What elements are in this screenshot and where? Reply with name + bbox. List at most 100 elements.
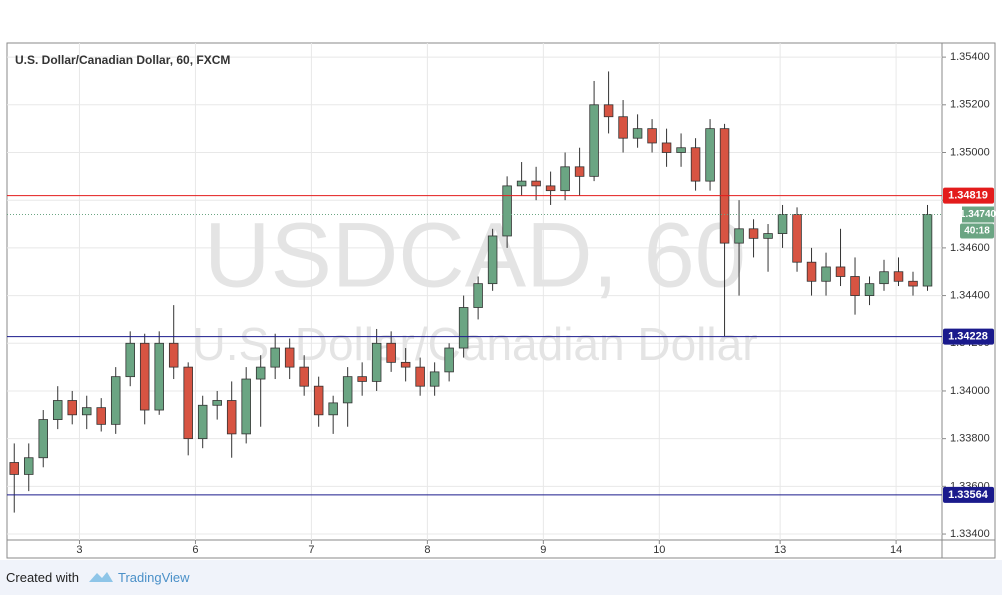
candle-body — [168, 342, 179, 368]
y-tick-label: 1.33400 — [950, 528, 990, 540]
x-tick-label: 9 — [540, 544, 546, 556]
x-tick-label: 14 — [890, 544, 902, 556]
candle-body — [96, 407, 106, 425]
logo — [89, 572, 113, 582]
candle-body — [676, 147, 686, 153]
candle-body — [139, 342, 150, 411]
candle-body — [429, 371, 440, 387]
level-label-box — [943, 486, 994, 503]
candle-body — [821, 266, 831, 282]
frame — [6, 42, 996, 559]
candle-body — [777, 214, 788, 234]
candle-body — [284, 347, 295, 368]
candle-body — [67, 400, 77, 416]
candle-body — [23, 457, 34, 475]
grid — [7, 43, 942, 540]
candle-body — [893, 271, 904, 282]
candle-body — [560, 166, 570, 192]
candle-body — [632, 128, 643, 139]
brand[interactable]: TradingView — [118, 570, 190, 585]
candle-body — [879, 271, 889, 285]
x-tick-label: 3 — [76, 544, 82, 556]
countdown: 40:18 — [964, 226, 990, 237]
candle-body — [9, 462, 19, 475]
candle-body — [516, 180, 527, 187]
candle-body — [386, 342, 396, 363]
candle-body — [154, 342, 164, 411]
candle-body — [748, 228, 759, 239]
y-tick-label: 1.33800 — [950, 433, 990, 445]
candle-body — [473, 283, 483, 308]
level-label: 1.34819 — [948, 190, 988, 202]
plot — [7, 71, 942, 513]
x-tick-label: 8 — [424, 544, 430, 556]
chart-title: U.S. Dollar/Canadian Dollar, 60, FXCM — [15, 53, 230, 67]
candle-body — [270, 347, 280, 368]
level-label-box — [943, 187, 994, 204]
candle-body — [487, 235, 498, 285]
candle-body — [908, 280, 918, 287]
y-tick-label: 1.35400 — [950, 51, 990, 63]
candle-body — [342, 376, 353, 404]
x-tick-label: 7 — [308, 544, 314, 556]
candle-body — [110, 376, 121, 425]
candle-body — [864, 283, 875, 296]
footer: Created with TradingView — [0, 560, 1002, 595]
candle-body — [371, 342, 382, 382]
x-tick-label: 13 — [774, 544, 786, 556]
candle-body — [400, 361, 411, 368]
candle-body — [705, 128, 715, 182]
candle-body — [589, 104, 599, 177]
candle-body — [52, 400, 63, 420]
candle-body — [690, 147, 701, 182]
y-tick-label: 1.35200 — [950, 99, 990, 111]
level-label: 1.34228 — [948, 330, 988, 342]
candle-body — [212, 400, 222, 406]
y-tick-label: 1.34400 — [950, 289, 990, 301]
candle-body — [545, 185, 556, 192]
candle-body — [792, 214, 802, 263]
level-label-box — [943, 328, 994, 345]
candle-body — [531, 180, 541, 187]
x-tick-label: 6 — [192, 544, 198, 556]
y-tick-label: 1.35000 — [950, 146, 990, 158]
candle-body — [197, 404, 208, 440]
candle-body — [81, 407, 92, 416]
level-label: 1.33564 — [948, 489, 989, 501]
background — [0, 0, 1002, 560]
candle-body — [661, 142, 672, 153]
candle-body — [922, 214, 933, 287]
candle-body — [719, 128, 730, 244]
x-tick-label: 10 — [653, 544, 665, 556]
candle-body — [734, 228, 744, 244]
candle-body — [299, 366, 309, 387]
candle-body — [357, 376, 367, 382]
candle-body — [241, 378, 251, 435]
candle-body — [313, 385, 324, 416]
candle-body — [603, 104, 614, 118]
countdown-box — [960, 223, 994, 239]
candle-body — [125, 342, 135, 378]
last-price-box — [962, 206, 994, 223]
candle-body — [850, 276, 860, 296]
candle-body — [458, 307, 469, 349]
candle-body — [226, 400, 237, 435]
candle-body — [618, 116, 628, 139]
chart: USDCAD, 60 U.S. Dollar/Canadian Dollar 1… — [0, 0, 1002, 560]
candle-body — [806, 261, 817, 282]
candle-body — [763, 233, 773, 239]
candle-body — [183, 366, 193, 440]
created-with: Created with — [6, 570, 79, 585]
candle-body — [444, 347, 454, 373]
last-price-label: 1.34740 — [960, 209, 997, 220]
candle-body — [502, 185, 512, 237]
candle-body — [255, 366, 266, 380]
axes: 1.334001.336001.338001.340001.342001.344… — [76, 51, 996, 556]
candle-body — [328, 402, 338, 416]
y-tick-label: 1.34600 — [950, 242, 990, 254]
candle-body — [574, 166, 585, 177]
y-tick-label: 1.34000 — [950, 385, 990, 397]
candle-body — [647, 128, 657, 144]
candle-body — [38, 419, 48, 459]
